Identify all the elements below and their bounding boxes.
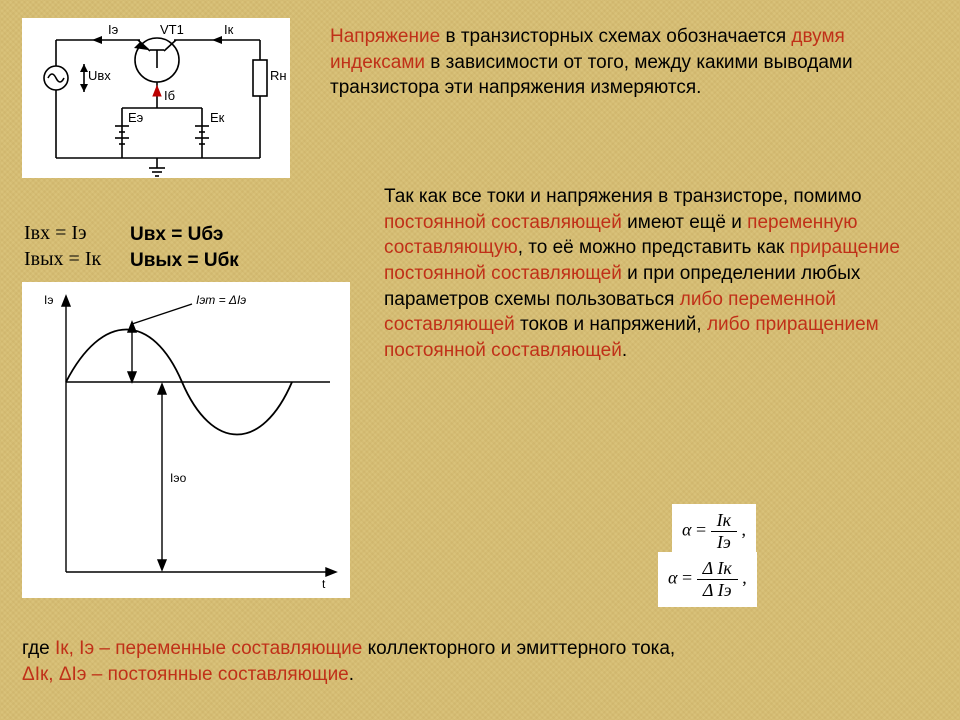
label-ie: Iэ: [108, 22, 119, 37]
p3-t1: где: [22, 638, 55, 659]
alpha-comma-1: ,: [742, 520, 747, 540]
eq-voltages: Uвх = Uбэ Uвых = Uбк: [130, 222, 239, 273]
label-uin: Uвх: [88, 68, 111, 83]
label-ee: Eэ: [128, 110, 144, 125]
alpha-formula-1: α = IкIэ ,: [672, 504, 756, 559]
alpha-num2: Δ Iк: [697, 558, 738, 580]
graph-midlabel: Iэо: [170, 471, 187, 485]
p3-t2: коллекторного и эмиттерного тока,: [362, 638, 675, 659]
label-ib: Iб: [164, 88, 175, 103]
alpha-sym-2: α: [668, 568, 677, 588]
p2-t1: Так как все токи и напряжения в транзист…: [384, 186, 862, 207]
circuit-diagram: Iэ VT1 Iк Uвх Rн Iб Eэ Eк: [22, 18, 290, 178]
p2-t3: , то её можно представить как: [518, 237, 790, 258]
p1-hl0: Напряжение: [330, 26, 440, 47]
alpha-num1: Iк: [711, 510, 737, 532]
eq-l1a: Iвх = Iэ: [24, 220, 101, 246]
paragraph-2: Так как все токи и напряжения в транзист…: [384, 184, 934, 363]
p3-h1: Iк, Iэ – переменные составляющие: [55, 638, 362, 659]
eq-l2a: Uвх = Uбэ: [130, 222, 239, 248]
alpha-sym-1: α: [682, 520, 691, 540]
graph-toplabel: Iэт = ΔIэ: [196, 293, 246, 307]
p3-t3: .: [349, 664, 354, 685]
p2-t5: токов и напряжений,: [515, 314, 707, 335]
graph-ylabel: Iэ: [44, 293, 53, 307]
eq-currents: Iвх = Iэ Iвых = Iк: [24, 220, 101, 272]
graph-xlabel: t: [322, 577, 326, 591]
label-ik: Iк: [224, 22, 234, 37]
paragraph-1: Напряжение в транзисторных схемах обозна…: [330, 24, 930, 101]
p3-h2: ΔIк, ΔIэ – постоянные составляющие: [22, 664, 349, 685]
eq-l2b: Uвых = Uбк: [130, 248, 239, 274]
p2-h1: постоянной составляющей: [384, 212, 622, 233]
alpha-den1: Iэ: [711, 532, 737, 553]
eq-l1b: Iвых = Iк: [24, 246, 101, 272]
label-ek: Eк: [210, 110, 225, 125]
paragraph-3: где Iк, Iэ – переменные составляющие кол…: [22, 636, 932, 687]
alpha-comma-2: ,: [742, 568, 747, 588]
alpha-den2: Δ Iэ: [697, 580, 738, 601]
p1-t1: в транзисторных схемах обозначается: [440, 26, 791, 47]
label-vt1: VT1: [160, 22, 184, 37]
alpha-eq-1: =: [696, 520, 706, 540]
alpha-formula-2: α = Δ IкΔ Iэ ,: [658, 552, 757, 607]
signal-graph: Iэ t Iэт = ΔIэ Iэо: [22, 282, 350, 598]
p2-t6: .: [622, 340, 627, 361]
p2-t2: имеют ещё и: [622, 212, 747, 233]
label-rn: Rн: [270, 68, 287, 83]
alpha-eq-2: =: [682, 568, 692, 588]
